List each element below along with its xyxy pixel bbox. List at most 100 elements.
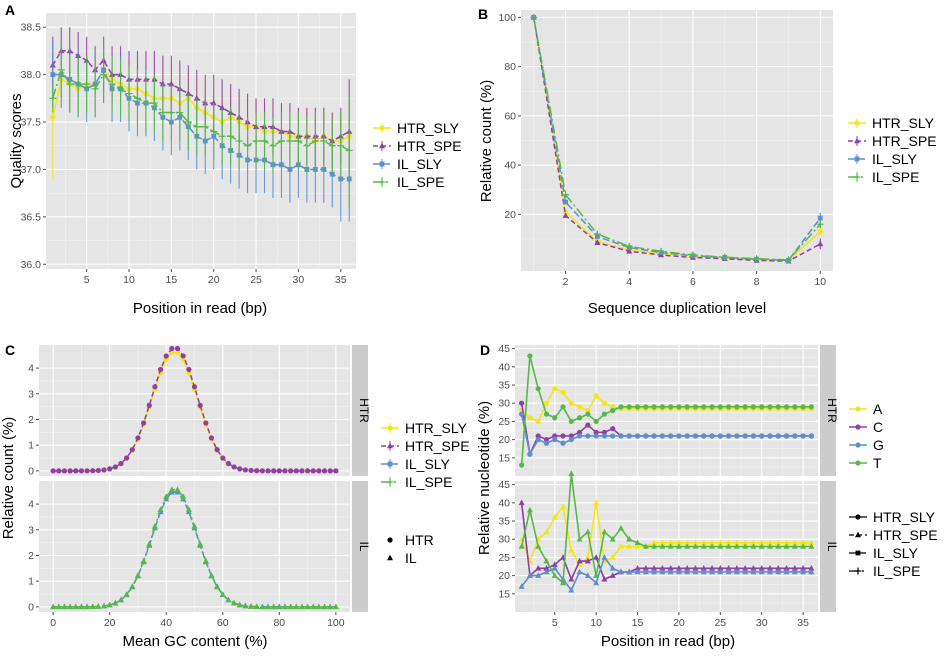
data-point [202,557,209,564]
facet-strip [352,345,368,476]
y-tick-label: 38.0 [21,69,42,81]
data-point [626,433,632,439]
data-point [792,404,798,410]
legend-label: C [873,419,883,435]
x-tick-label: 100 [327,617,345,629]
data-point [593,433,599,439]
data-point [333,468,339,474]
series-t [519,353,814,468]
data-point [717,404,723,410]
y-tick-label: 30 [498,398,510,410]
data-point [817,229,823,235]
data-point [242,467,248,473]
x-tick-label: 6 [690,276,696,288]
data-point [775,433,781,439]
y-tick-label: 37.0 [21,164,42,176]
legend-label: IL_SPE [872,169,919,185]
data-point [327,468,333,474]
series-t [518,470,815,586]
legend-item-htr-sly: HTR_SLY [849,509,936,525]
data-point [527,353,533,359]
data-point [717,543,724,549]
data-point [601,411,608,417]
x-tick-label: 10 [590,617,602,629]
legend-item-il-sly: IL_SLY [381,456,451,472]
data-point [57,66,65,74]
data-point [312,167,318,172]
data-point [659,404,665,410]
data-point [543,568,550,575]
data-point [634,565,641,571]
data-point [709,404,715,410]
data-point [800,543,807,549]
data-point [201,123,209,131]
legend-item-htr-sly: HTR_SLY [848,115,935,131]
data-point [725,433,732,439]
data-point [634,539,641,546]
data-point [709,565,716,571]
data-point [311,137,319,145]
data-point [124,455,130,461]
data-point [667,565,674,571]
x-tick-label: 2 [563,276,569,288]
data-point [618,404,624,410]
data-point [783,565,790,571]
legend-key-marker [855,406,861,412]
legend-label: IL_SLY [405,456,451,472]
data-point [593,393,599,399]
data-point [684,404,690,410]
data-point [328,142,336,150]
data-point [519,462,525,468]
legend-label: HTR_SPE [405,438,470,454]
y-tick-label: 38.5 [21,22,42,34]
data-point [519,411,525,417]
data-point [609,554,616,560]
data-point [742,568,749,575]
data-point [568,586,575,593]
data-point [219,591,226,597]
data-point [758,565,765,571]
data-point [634,433,641,439]
data-point [750,543,757,549]
series-il-spe [50,486,339,610]
panel-c: 0 1 2 3 4 HTR 0 1 2 3 4 IL 0 20 40 60 80 100 Mean GC conte… [0,342,470,650]
data-point [675,565,682,571]
data-point [617,568,624,575]
data-point [286,137,294,145]
data-point [692,404,699,410]
legend-item-il-spe: IL_SPE [373,174,444,190]
data-point [675,568,682,575]
legend-item-il: IL [387,550,417,566]
data-point [576,557,583,564]
y-tick-label: 4 [28,499,34,511]
data-point [293,468,299,474]
data-point [692,565,699,571]
data-point [766,568,773,575]
y-tick-label: 1 [28,440,34,452]
series-il-spe [49,41,353,208]
data-point [725,404,732,410]
data-point [83,80,91,88]
data-point [568,433,574,439]
data-point [151,522,158,529]
data-point [135,435,141,441]
data-point [675,543,682,549]
legend-item-htr-spe: HTR_SPE [381,438,470,454]
data-point [609,572,616,578]
y-axis-title: Relative count (%) [478,80,495,203]
data-point [66,80,74,88]
data-point [560,440,566,446]
data-point [750,568,757,575]
data-point [56,468,62,474]
data-point [84,468,90,474]
data-point [721,253,729,261]
data-point [219,104,226,111]
data-point [551,572,558,578]
data-point [332,603,339,610]
data-point [733,539,740,546]
x-axis-title: Sequence duplication level [588,300,766,317]
data-point [519,400,525,406]
data-point [252,137,260,145]
data-point [184,118,192,126]
data-point [163,493,170,500]
